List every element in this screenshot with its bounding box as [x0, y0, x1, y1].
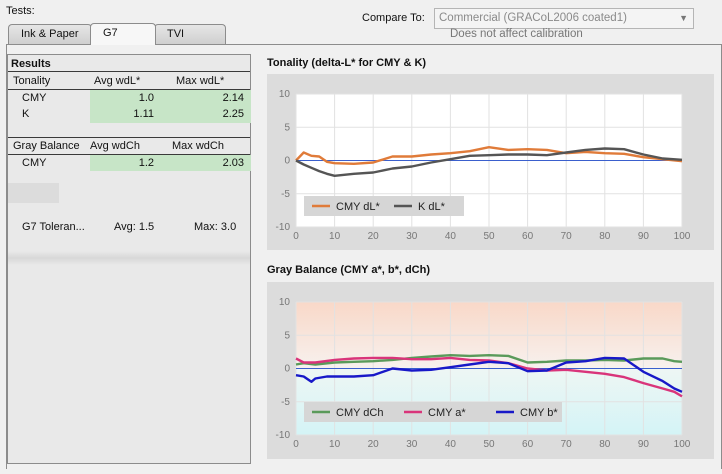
x-tick-label: 20 — [368, 231, 380, 242]
gray-balance-chart-panel: 0 10 20 30 40 50 60 70 80 90 100 10 5 0 -5 -10 CMY dCh CM… — [267, 282, 714, 459]
y-tick-label: 10 — [279, 297, 291, 308]
x-tick-label: 0 — [293, 439, 299, 450]
tonality-row-max: 2.25 — [222, 108, 244, 120]
tab-g7[interactable]: G7 — [90, 23, 156, 45]
legend — [304, 196, 464, 216]
x-tick-label: 70 — [561, 439, 573, 450]
chevron-down-icon[interactable]: ▼ — [679, 13, 688, 23]
legend — [304, 402, 562, 422]
x-tick-label: 90 — [638, 231, 650, 242]
tonality-header: Tonality — [13, 75, 51, 87]
divider — [8, 154, 250, 155]
x-tick-label: 60 — [522, 439, 534, 450]
tests-label: Tests: — [6, 5, 35, 17]
x-tick-label: 30 — [406, 439, 418, 450]
tonality-row-label: CMY — [22, 92, 47, 104]
compare-to-label: Compare To: — [362, 12, 425, 24]
x-tick-label: 80 — [599, 439, 611, 450]
legend-label: K dL* — [418, 201, 446, 213]
x-tick-label: 40 — [445, 231, 457, 242]
series-line-cmy-dch — [295, 353, 683, 366]
tab-tvi[interactable]: TVI — [154, 24, 226, 44]
tonality-row-avg: 1.0 — [138, 92, 154, 104]
x-tick-label: 70 — [561, 231, 573, 242]
legend-label: CMY b* — [520, 407, 558, 419]
gray-balance-max-header: Max wdCh — [172, 140, 224, 152]
x-tick-label: 40 — [445, 439, 457, 450]
gray-balance-row-avg: 1.2 — [138, 157, 154, 169]
separator-band — [8, 251, 250, 265]
x-tick-label: 0 — [293, 231, 299, 242]
y-tick-label: -10 — [276, 430, 291, 441]
series-line-cmy-a — [295, 356, 683, 398]
y-tick-label: -5 — [281, 189, 290, 200]
x-tick-label: 100 — [674, 231, 691, 242]
series-line-k-dl — [295, 147, 683, 178]
y-tick-label: 10 — [279, 89, 291, 100]
tab-strip-divider — [6, 44, 722, 45]
legend-label: CMY a* — [428, 407, 466, 419]
series-line-cmy-b — [295, 356, 683, 393]
y-tick-label: -10 — [276, 222, 291, 233]
compare-note: Does not affect calibration — [450, 28, 583, 40]
tonality-chart-title: Tonality (delta-L* for CMY & K) — [267, 57, 427, 69]
x-tick-label: 30 — [406, 231, 418, 242]
compare-to-value: Commercial (GRACoL2006 coated1) — [439, 12, 627, 24]
x-tick-label: 90 — [638, 439, 650, 450]
g7-tolerance-max: Max: 3.0 — [194, 221, 237, 233]
empty-row — [8, 183, 59, 203]
gray-balance-header: Gray Balance — [13, 140, 80, 152]
series-line-cmy-dl — [295, 145, 683, 166]
legend-label: CMY dL* — [336, 201, 381, 213]
y-tick-label: 5 — [284, 330, 290, 341]
g7-tolerance-label: G7 Toleran... — [22, 221, 85, 233]
x-tick-label: 60 — [522, 231, 534, 242]
y-tick-label: -5 — [281, 397, 290, 408]
divider — [8, 89, 250, 90]
x-tick-label: 10 — [329, 439, 341, 450]
y-tick-label: 0 — [284, 156, 290, 167]
gray-balance-avg-header: Avg wdCh — [90, 140, 140, 152]
tonality-highlight — [90, 90, 251, 123]
gray-balance-row-label: CMY — [22, 157, 47, 169]
gray-balance-chart-title: Gray Balance (CMY a*, b*, dCh) — [267, 264, 431, 276]
tonality-max-header: Max wdL* — [176, 75, 225, 87]
x-tick-label: 10 — [329, 231, 341, 242]
tonality-avg-header: Avg wdL* — [94, 75, 141, 87]
divider — [8, 137, 250, 138]
compare-to-select[interactable]: Commercial (GRACoL2006 coated1) ▼ — [434, 8, 694, 29]
gray-balance-highlight — [90, 155, 251, 171]
legend-label: CMY dCh — [336, 407, 383, 419]
x-tick-label: 20 — [368, 439, 380, 450]
tonality-row-max: 2.14 — [222, 92, 244, 104]
tab-ink-and-paper[interactable]: Ink & Paper — [8, 24, 92, 44]
g7-tolerance-avg: Avg: 1.5 — [114, 221, 155, 233]
y-tick-label: 0 — [284, 364, 290, 375]
x-tick-label: 100 — [674, 439, 691, 450]
x-tick-label: 80 — [599, 231, 611, 242]
results-title: Results — [11, 58, 51, 70]
tonality-chart-panel: 0 10 20 30 40 50 60 70 80 90 100 10 5 0 -5 -10 CMY dL* K … — [267, 74, 714, 250]
results-panel: Results Tonality Avg wdL* Max wdL* CMY 1… — [7, 54, 251, 464]
divider — [8, 71, 250, 72]
x-tick-label: 50 — [483, 231, 495, 242]
x-tick-label: 50 — [483, 439, 495, 450]
gray-balance-row-max: 2.03 — [222, 157, 244, 169]
tonality-row-avg: 1.11 — [133, 108, 154, 120]
y-tick-label: 5 — [284, 122, 290, 133]
tonality-row-label: K — [22, 108, 30, 120]
